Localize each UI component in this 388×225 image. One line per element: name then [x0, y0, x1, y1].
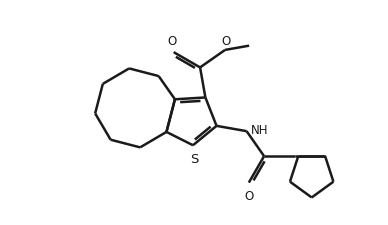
Text: O: O	[222, 34, 231, 47]
Text: O: O	[167, 34, 176, 47]
Text: NH: NH	[251, 123, 268, 136]
Text: S: S	[190, 153, 198, 166]
Text: O: O	[244, 189, 253, 202]
